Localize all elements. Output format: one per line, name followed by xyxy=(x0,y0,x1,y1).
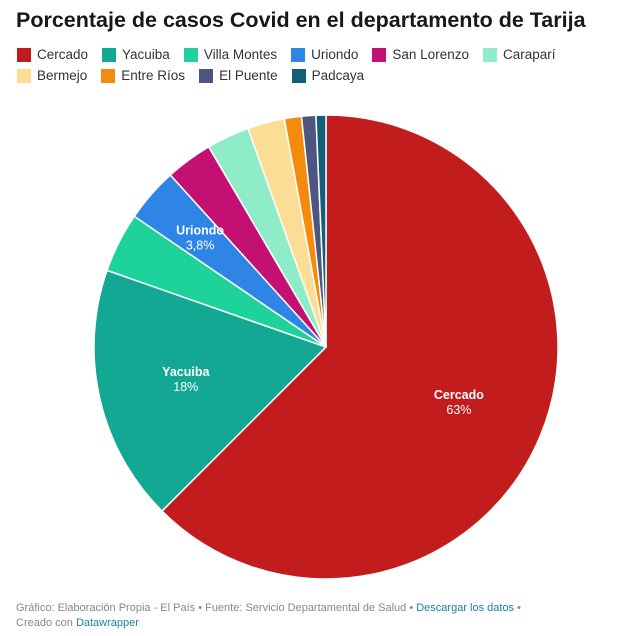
footer-separator: • xyxy=(514,602,521,614)
legend-label: Entre Ríos xyxy=(121,68,186,83)
legend-label: Uriondo xyxy=(311,47,359,62)
legend-item-yacuiba: Yacuiba xyxy=(102,46,170,64)
pie-labels: Cercado 63% Yacuiba 18% Uriondo 3,8% xyxy=(162,223,484,417)
legend-item-el-puente: El Puente xyxy=(199,67,278,85)
datawrapper-link[interactable]: Datawrapper xyxy=(75,617,139,629)
legend-label: Caraparí xyxy=(502,47,556,62)
pie-chart: Cercado 63% Yacuiba 18% Uriondo 3,8% xyxy=(93,114,559,580)
pie-slice-yacuiba xyxy=(93,269,327,512)
legend-label: Bermejo xyxy=(37,68,88,83)
legend-item-cercado: Cercado xyxy=(17,46,88,64)
legend-item-san-lorenzo: San Lorenzo xyxy=(372,46,469,64)
legend-label: El Puente xyxy=(219,68,278,83)
legend-item-bermejo: Bermejo xyxy=(17,67,87,85)
footer-created-text: Creado con xyxy=(16,617,76,629)
legend-swatch xyxy=(17,69,31,83)
legend-item-carapari: Caraparí xyxy=(482,46,556,64)
slice-label-yacuiba: Yacuiba 18% xyxy=(162,365,210,394)
chart-title: Porcentaje de casos Covid en el departam… xyxy=(16,8,586,32)
legend-label: Cercado xyxy=(37,47,89,62)
legend-item-entre-rios: Entre Ríos xyxy=(101,67,185,85)
legend-label: Yacuiba xyxy=(122,47,170,62)
slice-label-cercado: Cercado 63% xyxy=(434,388,484,417)
legend-swatch xyxy=(372,48,387,62)
legend-swatch xyxy=(291,69,306,83)
legend-swatch xyxy=(17,48,31,62)
legend-swatch xyxy=(183,48,198,62)
pie-slices xyxy=(93,114,559,580)
pie-slice-cercado xyxy=(161,114,559,580)
legend-item-padcaya: Padcaya xyxy=(291,67,365,85)
legend-swatch xyxy=(102,48,117,62)
legend-swatch xyxy=(101,69,116,83)
footer-source-text: Gráfico: Elaboración Propia - El País • … xyxy=(16,602,417,614)
legend-item-uriondo: Uriondo xyxy=(291,46,358,64)
pie-slice-padcaya xyxy=(315,114,327,348)
legend-label: Villa Montes xyxy=(203,47,278,62)
download-data-link[interactable]: Descargar los datos xyxy=(416,602,515,614)
chart-legend: Cercado Yacuiba Villa Montes Uriondo San Lor… xyxy=(17,46,627,85)
chart-footer: Gráfico: Elaboración Propia - El País • … xyxy=(16,601,616,631)
legend-label: San Lorenzo xyxy=(392,47,469,62)
legend-label: Padcaya xyxy=(311,68,365,83)
legend-swatch xyxy=(482,48,497,62)
legend-swatch xyxy=(291,48,306,62)
legend-item-villa-montes: Villa Montes xyxy=(183,46,278,64)
legend-swatch xyxy=(199,69,214,83)
slice-label-uriondo: Uriondo 3,8% xyxy=(176,223,224,252)
